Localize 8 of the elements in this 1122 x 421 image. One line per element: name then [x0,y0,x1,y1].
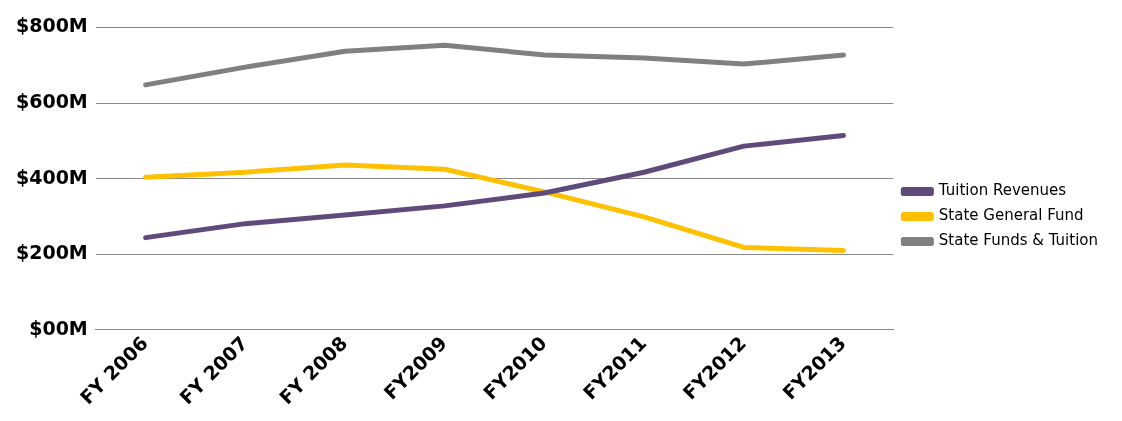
y-tick-label: $00M [29,316,88,339]
y-tick-label: $400M [15,165,88,188]
y-tick-label: $800M [15,14,88,37]
legend-label: State Funds & Tuition [938,231,1098,250]
legend-label: State General Fund [938,206,1084,225]
y-tick-label: $600M [15,89,88,112]
y-tick-label: $200M [15,241,88,264]
legend-label: Tuition Revenues [937,181,1067,200]
